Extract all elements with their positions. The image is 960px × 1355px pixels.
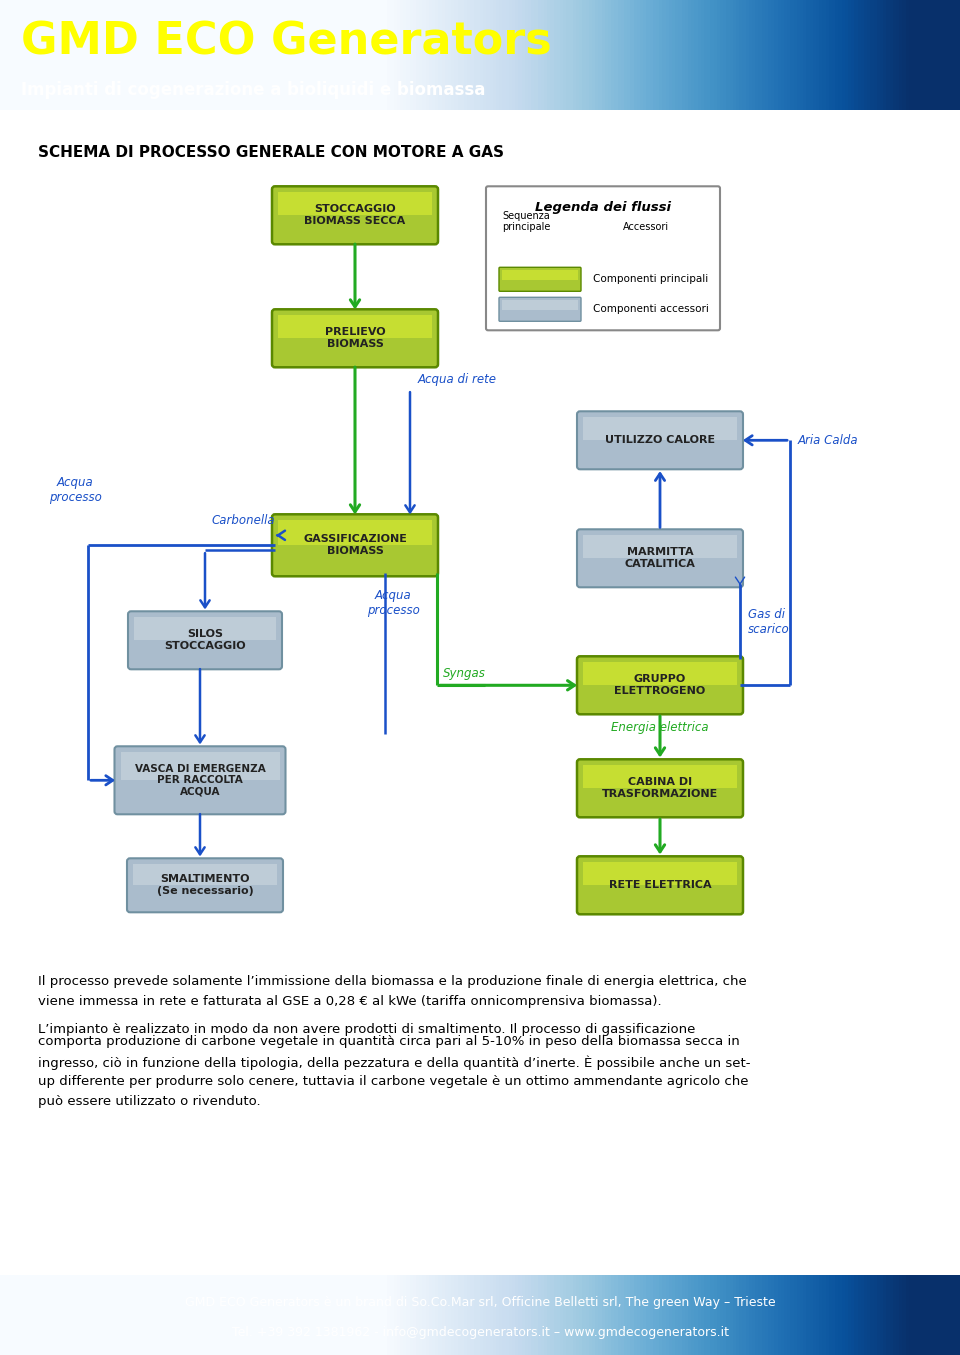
Bar <box>121 752 279 780</box>
Text: Energia elettrica: Energia elettrica <box>612 721 708 734</box>
FancyBboxPatch shape <box>486 186 720 331</box>
Text: SCHEMA DI PROCESSO GENERALE CON MOTORE A GAS: SCHEMA DI PROCESSO GENERALE CON MOTORE A… <box>38 145 504 160</box>
Text: Syngas: Syngas <box>443 667 486 680</box>
Text: GASSIFICAZIONE
BIOMASS: GASSIFICAZIONE BIOMASS <box>303 534 407 556</box>
Bar <box>583 535 737 558</box>
Text: SILOS
STOCCAGGIO: SILOS STOCCAGGIO <box>164 630 246 652</box>
Text: MARMITTA
CATALITICA: MARMITTA CATALITICA <box>625 547 695 569</box>
Text: Sequenza
principale: Sequenza principale <box>502 210 550 232</box>
Bar <box>502 270 578 280</box>
Text: up differente per produrre solo cenere, tuttavia il carbone vegetale è un ottimo: up differente per produrre solo cenere, … <box>38 1076 749 1088</box>
Text: Tel. +39 392 1381962 - info@gmdecogenerators.it – www.gmdecogenerators.it: Tel. +39 392 1381962 - info@gmdecogenera… <box>231 1327 729 1339</box>
Text: GMD ECO Generators è un brand di So.Co.Mar srl, Officine Belletti srl, The green: GMD ECO Generators è un brand di So.Co.M… <box>184 1297 776 1309</box>
Text: può essere utilizzato o rivenduto.: può essere utilizzato o rivenduto. <box>38 1095 260 1108</box>
Text: L’impianto è realizzato in modo da non avere prodotti di smaltimento. Il process: L’impianto è realizzato in modo da non a… <box>38 1023 695 1037</box>
FancyBboxPatch shape <box>499 297 581 321</box>
Text: GMD ECO Generators: GMD ECO Generators <box>21 20 552 64</box>
Bar <box>583 663 737 686</box>
Text: Carbonella: Carbonella <box>211 515 275 527</box>
Text: Aria Calda: Aria Calda <box>798 434 858 447</box>
Bar <box>502 301 578 310</box>
FancyBboxPatch shape <box>127 858 283 912</box>
Text: VASCA DI EMERGENZA
PER RACCOLTA
ACQUA: VASCA DI EMERGENZA PER RACCOLTA ACQUA <box>134 764 265 797</box>
Text: Il processo prevede solamente l’immissione della biomassa e la produzione finale: Il processo prevede solamente l’immissio… <box>38 976 747 988</box>
Bar <box>583 862 737 885</box>
FancyBboxPatch shape <box>577 759 743 817</box>
Bar <box>278 316 432 339</box>
Text: GRUPPO
ELETTROGENO: GRUPPO ELETTROGENO <box>614 675 706 696</box>
Text: Accessori: Accessori <box>623 222 669 232</box>
Text: comporta produzione di carbone vegetale in quantità circa pari al 5-10% in peso : comporta produzione di carbone vegetale … <box>38 1035 740 1049</box>
FancyBboxPatch shape <box>272 186 438 244</box>
Bar <box>583 766 737 789</box>
FancyBboxPatch shape <box>499 267 581 291</box>
Text: Gas di
scarico: Gas di scarico <box>748 608 790 635</box>
Bar <box>133 864 277 885</box>
Text: RETE ELETTRICA: RETE ELETTRICA <box>609 881 711 890</box>
Text: Acqua
processo: Acqua processo <box>367 589 420 618</box>
FancyBboxPatch shape <box>272 515 438 576</box>
Text: Impianti di cogenerazione a bioliquidi e biomassa: Impianti di cogenerazione a bioliquidi e… <box>21 81 486 99</box>
Text: Acqua di rete: Acqua di rete <box>418 373 497 386</box>
Bar <box>583 417 737 440</box>
FancyBboxPatch shape <box>577 656 743 714</box>
FancyBboxPatch shape <box>577 412 743 469</box>
Bar <box>278 520 432 545</box>
FancyBboxPatch shape <box>272 309 438 367</box>
Text: Componenti accessori: Componenti accessori <box>593 305 708 314</box>
Text: SMALTIMENTO
(Se necessario): SMALTIMENTO (Se necessario) <box>156 874 253 896</box>
Text: STOCCAGGIO
BIOMASS SECCA: STOCCAGGIO BIOMASS SECCA <box>304 205 406 226</box>
FancyBboxPatch shape <box>577 530 743 587</box>
Text: UTILIZZO CALORE: UTILIZZO CALORE <box>605 435 715 446</box>
Bar <box>134 618 276 641</box>
FancyBboxPatch shape <box>577 856 743 915</box>
Text: viene immessa in rete e fatturata al GSE a 0,28 € al kWe (tariffa onnicomprensiv: viene immessa in rete e fatturata al GSE… <box>38 996 661 1008</box>
Bar <box>278 192 432 215</box>
Text: Componenti principali: Componenti principali <box>593 274 708 285</box>
FancyBboxPatch shape <box>114 747 285 814</box>
FancyBboxPatch shape <box>128 611 282 669</box>
Text: Legenda dei flussi: Legenda dei flussi <box>535 202 671 214</box>
Text: Acqua
processo: Acqua processo <box>49 477 102 504</box>
Text: CABINA DI
TRASFORMAZIONE: CABINA DI TRASFORMAZIONE <box>602 778 718 799</box>
Text: ingresso, ciò in funzione della tipologia, della pezzatura e della quantità d’in: ingresso, ciò in funzione della tipologi… <box>38 1056 751 1070</box>
Text: PRELIEVO
BIOMASS: PRELIEVO BIOMASS <box>324 328 385 350</box>
